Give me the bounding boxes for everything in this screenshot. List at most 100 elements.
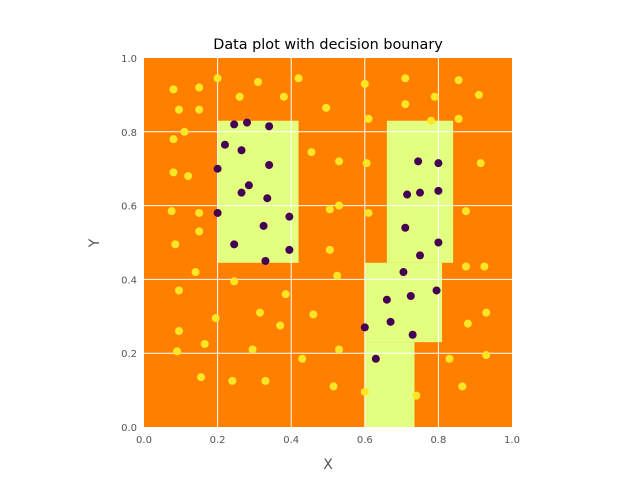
class-0-point [335,201,344,210]
class-1-point [406,292,415,301]
decision-region-3 [364,342,415,427]
class-0-point [197,373,206,382]
class-0-point [463,319,472,328]
class-1-point [386,317,395,326]
class-0-point [360,79,369,88]
class-0-point [195,227,204,236]
class-0-point [333,271,342,280]
class-0-point [173,347,182,356]
y-tick-label: 1.0 [121,54,137,65]
class-0-point [195,208,204,217]
class-1-point [408,330,417,339]
class-1-point [371,354,380,363]
class-0-point [180,127,189,136]
x-axis-label: X [323,457,333,473]
class-1-point [432,286,441,295]
class-0-point [261,376,270,385]
class-0-point [454,76,463,85]
class-1-point [265,122,274,131]
class-0-point [335,157,344,166]
class-0-point [169,85,178,94]
class-0-point [235,92,244,101]
class-0-point [248,345,257,354]
class-0-point [412,391,421,400]
class-0-point [195,83,204,92]
class-0-point [279,92,288,101]
class-1-point [434,159,443,168]
class-0-point [462,262,470,271]
class-1-point [285,245,294,254]
class-1-point [434,186,443,195]
class-0-point [325,245,334,254]
class-0-point [174,286,183,295]
class-0-point [191,268,200,277]
class-1-point [401,223,410,232]
class-1-point [244,181,253,190]
class-1-point [399,268,408,277]
class-0-point [360,387,369,396]
class-0-point [254,77,263,86]
class-0-point [307,148,316,157]
class-0-point [364,114,373,123]
class-1-point [414,157,423,166]
y-tick-label: 0.8 [121,128,137,139]
class-1-point [382,295,391,304]
class-0-point [230,277,239,286]
class-0-point [200,339,209,348]
class-0-point [171,240,180,249]
class-0-point [329,382,338,391]
class-1-point [261,256,270,265]
class-0-point [169,135,178,144]
class-1-point [259,221,268,230]
class-1-point [416,188,424,197]
class-1-point [213,208,222,217]
class-0-point [476,159,485,168]
class-1-point [285,212,294,221]
class-0-point [427,116,436,125]
class-0-point [362,159,371,168]
x-tick-label: 0.8 [430,435,446,446]
y-tick-label: 0.4 [121,275,137,286]
class-1-point [360,323,369,332]
class-0-point [430,92,439,101]
decision-region-0 [217,120,299,263]
class-1-point [237,188,246,197]
chart-title: Data plot with decision bounary [213,37,443,53]
class-1-point [230,120,239,129]
class-0-point [169,168,178,177]
class-0-point [458,382,467,391]
x-tick-label: 0.4 [283,435,299,446]
class-0-point [445,354,454,363]
class-0-point [322,103,331,112]
class-0-point [325,205,334,214]
class-0-point [174,105,183,114]
class-0-point [255,308,264,317]
class-0-point [480,262,489,271]
class-0-point [364,208,373,217]
class-0-point [298,354,307,363]
class-0-point [167,207,176,216]
class-1-point [230,240,239,249]
x-tick-label: 0.6 [357,435,373,446]
y-tick-label: 0.2 [121,349,137,360]
class-0-point [454,114,463,123]
class-0-point [482,351,491,360]
class-0-point [462,207,470,216]
y-tick-label: 0.0 [121,423,137,434]
class-0-point [401,74,410,83]
class-0-point [474,90,483,99]
x-tick-label: 0.2 [210,435,226,446]
class-0-point [184,172,193,181]
class-0-point [211,314,220,323]
class-1-point [403,190,412,199]
class-1-point [220,140,229,149]
x-tick-label: 0.0 [136,435,152,446]
class-1-point [434,238,443,247]
y-tick-label: 0.6 [121,202,137,213]
class-0-point [309,310,318,319]
class-1-point [416,251,424,260]
class-0-point [228,376,237,385]
class-1-point [243,118,252,127]
class-0-point [276,321,285,330]
